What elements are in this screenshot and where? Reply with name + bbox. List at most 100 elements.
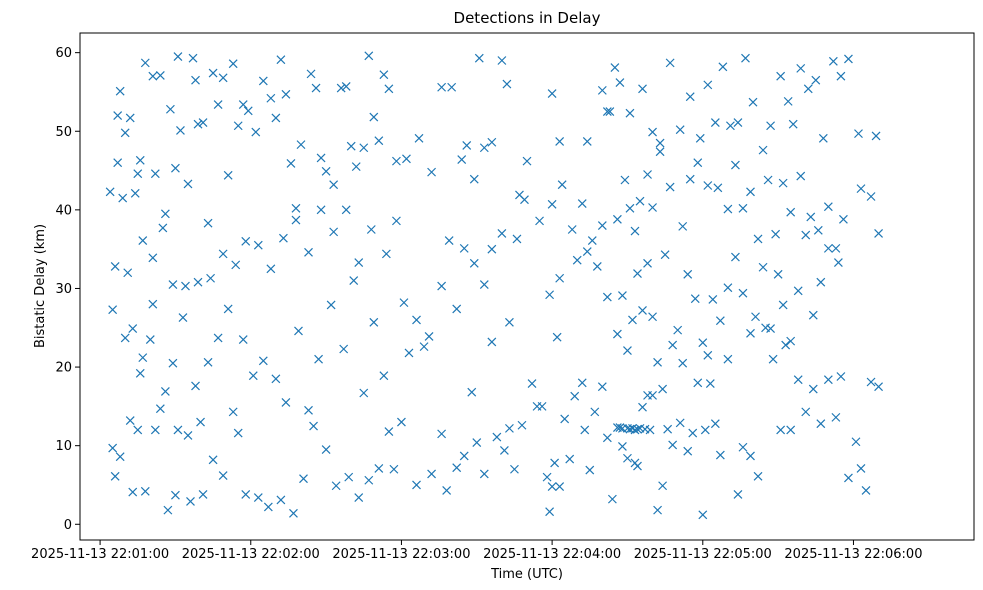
data-point <box>783 96 793 106</box>
data-point <box>113 111 123 120</box>
data-point <box>160 209 170 219</box>
data-point <box>251 127 261 137</box>
data-point <box>326 300 336 310</box>
data-point <box>281 89 291 99</box>
data-point <box>801 407 811 417</box>
y-tick-label: 40 <box>55 203 72 218</box>
data-point <box>808 310 818 320</box>
data-point <box>527 379 537 389</box>
data-point <box>854 129 863 139</box>
data-point <box>502 79 512 89</box>
data-point <box>344 472 354 482</box>
data-point <box>155 404 165 414</box>
data-point <box>125 113 135 123</box>
data-point <box>723 283 733 293</box>
data-point <box>304 247 313 257</box>
data-point <box>188 53 198 63</box>
data-point <box>808 384 818 394</box>
data-point <box>582 247 592 256</box>
data-point <box>271 113 281 123</box>
data-point <box>638 402 647 412</box>
data-point <box>349 276 359 286</box>
data-point <box>198 118 208 128</box>
data-point <box>565 454 575 464</box>
data-point <box>427 167 436 177</box>
data-point <box>178 313 188 322</box>
data-point <box>786 207 796 217</box>
data-point <box>753 234 763 244</box>
data-point <box>665 182 675 192</box>
data-point <box>366 225 376 234</box>
data-point <box>577 199 587 208</box>
data-point <box>623 346 632 355</box>
data-point <box>158 223 168 233</box>
data-point <box>213 100 223 109</box>
data-point <box>374 464 384 473</box>
data-point <box>555 137 565 146</box>
data-point <box>630 425 640 435</box>
data-point <box>110 471 120 481</box>
data-point <box>693 378 703 388</box>
data-point <box>731 252 740 262</box>
data-point <box>537 401 547 411</box>
data-point <box>776 425 786 435</box>
data-point <box>552 332 562 342</box>
data-point <box>705 379 715 389</box>
data-point <box>474 53 484 63</box>
data-point <box>452 304 462 314</box>
data-point <box>266 264 276 274</box>
data-point <box>291 215 301 225</box>
data-point <box>487 137 497 147</box>
data-point <box>823 243 833 253</box>
data-point <box>542 472 552 482</box>
data-point <box>633 424 642 434</box>
data-point <box>668 440 678 450</box>
data-point <box>238 100 248 109</box>
data-point <box>703 80 713 90</box>
data-point <box>718 62 728 72</box>
data-point <box>113 158 123 168</box>
data-point <box>836 372 846 381</box>
data-point <box>776 71 786 81</box>
data-point <box>781 340 791 350</box>
data-point <box>861 486 871 495</box>
data-point <box>391 156 401 166</box>
data-point <box>208 68 218 78</box>
data-point <box>359 388 369 398</box>
data-point <box>623 453 632 463</box>
data-point <box>633 269 642 278</box>
data-point <box>316 153 326 163</box>
data-point <box>612 329 622 339</box>
data-point <box>690 294 700 304</box>
data-point <box>206 273 216 283</box>
data-point <box>733 118 743 128</box>
data-point <box>517 420 527 430</box>
data-point <box>555 482 565 491</box>
x-axis-ticks: 2025-11-13 22:01:00 2025-11-13 22:02:00 20… <box>31 540 922 562</box>
data-point <box>128 487 138 497</box>
data-point <box>570 391 580 401</box>
data-point <box>479 280 489 289</box>
data-point <box>602 292 612 302</box>
data-point <box>339 344 349 354</box>
data-point <box>276 495 286 505</box>
data-point <box>658 481 668 491</box>
data-point <box>125 416 135 425</box>
data-point <box>585 465 595 475</box>
data-point <box>643 258 652 268</box>
data-point <box>763 175 773 185</box>
data-point <box>231 260 241 270</box>
data-point <box>457 155 467 164</box>
data-point <box>133 169 143 179</box>
data-point <box>771 229 781 239</box>
data-point <box>492 432 502 442</box>
data-point <box>801 230 811 240</box>
data-point <box>135 155 145 165</box>
data-point <box>218 249 228 259</box>
data-point <box>233 121 243 131</box>
data-point <box>110 262 120 271</box>
data-point <box>402 154 411 164</box>
data-point <box>592 262 602 271</box>
data-point <box>504 317 514 327</box>
data-point <box>331 481 341 491</box>
